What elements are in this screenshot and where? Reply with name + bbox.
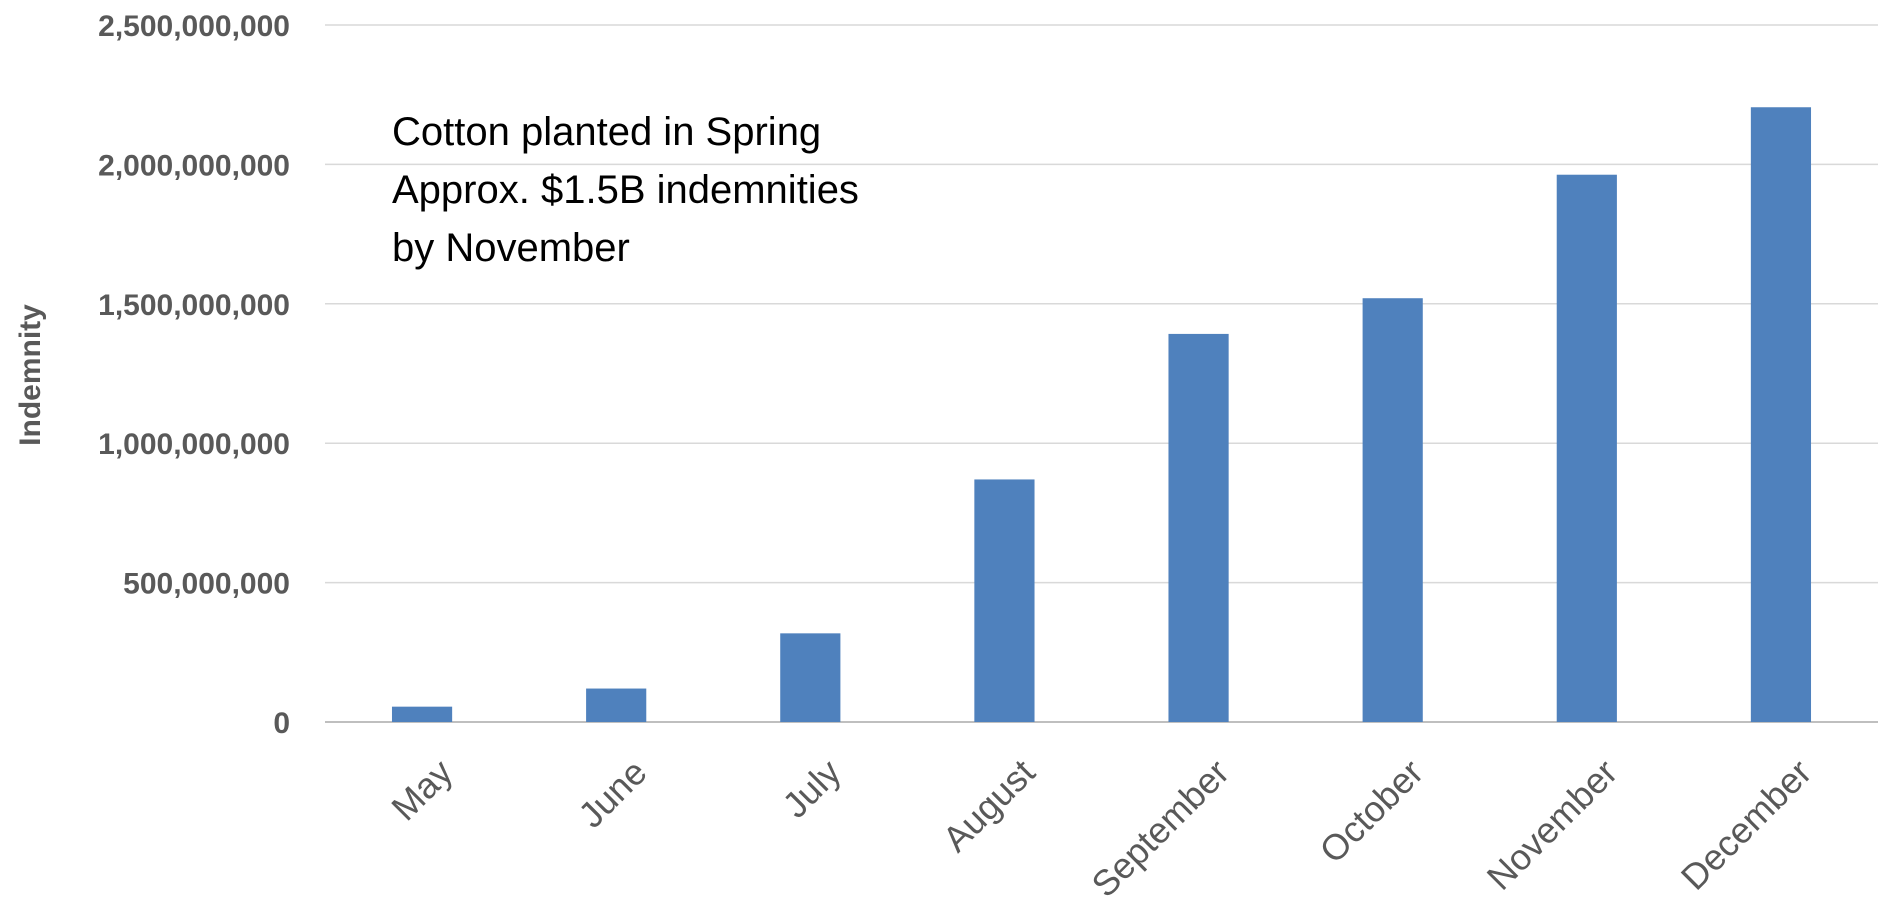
- bars: [391, 107, 1812, 723]
- bar-june: [586, 688, 647, 722]
- y-axis-ticks: 0 500,000,000 1,000,000,000 1,500,000,000 2,…: [98, 10, 290, 740]
- x-tick-label: November: [1479, 751, 1625, 897]
- annotation-line: by November: [392, 226, 630, 270]
- x-axis-ticks: May June July August September October Novembe…: [383, 751, 1819, 905]
- bar-august: [974, 479, 1035, 722]
- x-tick-label: October: [1311, 751, 1431, 871]
- x-tick-label: December: [1673, 751, 1819, 897]
- y-axis-label: Indemnity: [14, 304, 47, 446]
- bar-december: [1750, 107, 1812, 723]
- y-tick-label: 0: [273, 707, 290, 740]
- y-tick-label: 1,500,000,000: [98, 289, 290, 322]
- x-tick-label: July: [774, 751, 848, 825]
- y-tick-label: 2,000,000,000: [98, 149, 290, 182]
- x-tick-label: June: [570, 751, 654, 835]
- y-tick-label: 1,000,000,000: [98, 428, 290, 461]
- bar-october: [1362, 298, 1423, 722]
- bar-july: [780, 633, 841, 722]
- bar-may: [391, 706, 453, 722]
- y-tick-label: 2,500,000,000: [98, 10, 290, 43]
- bar-september: [1168, 333, 1229, 722]
- annotation-line: Cotton planted in Spring: [392, 110, 821, 154]
- annotation-text: Cotton planted in Spring Approx. $1.5B i…: [392, 110, 870, 270]
- annotation-line: Approx. $1.5B indemnities: [392, 168, 859, 212]
- x-tick-label: September: [1083, 751, 1237, 905]
- x-tick-label: August: [935, 751, 1043, 859]
- y-tick-label: 500,000,000: [123, 568, 290, 601]
- bar-november: [1556, 174, 1617, 723]
- gridlines: [325, 24, 1878, 723]
- x-tick-label: May: [383, 751, 460, 828]
